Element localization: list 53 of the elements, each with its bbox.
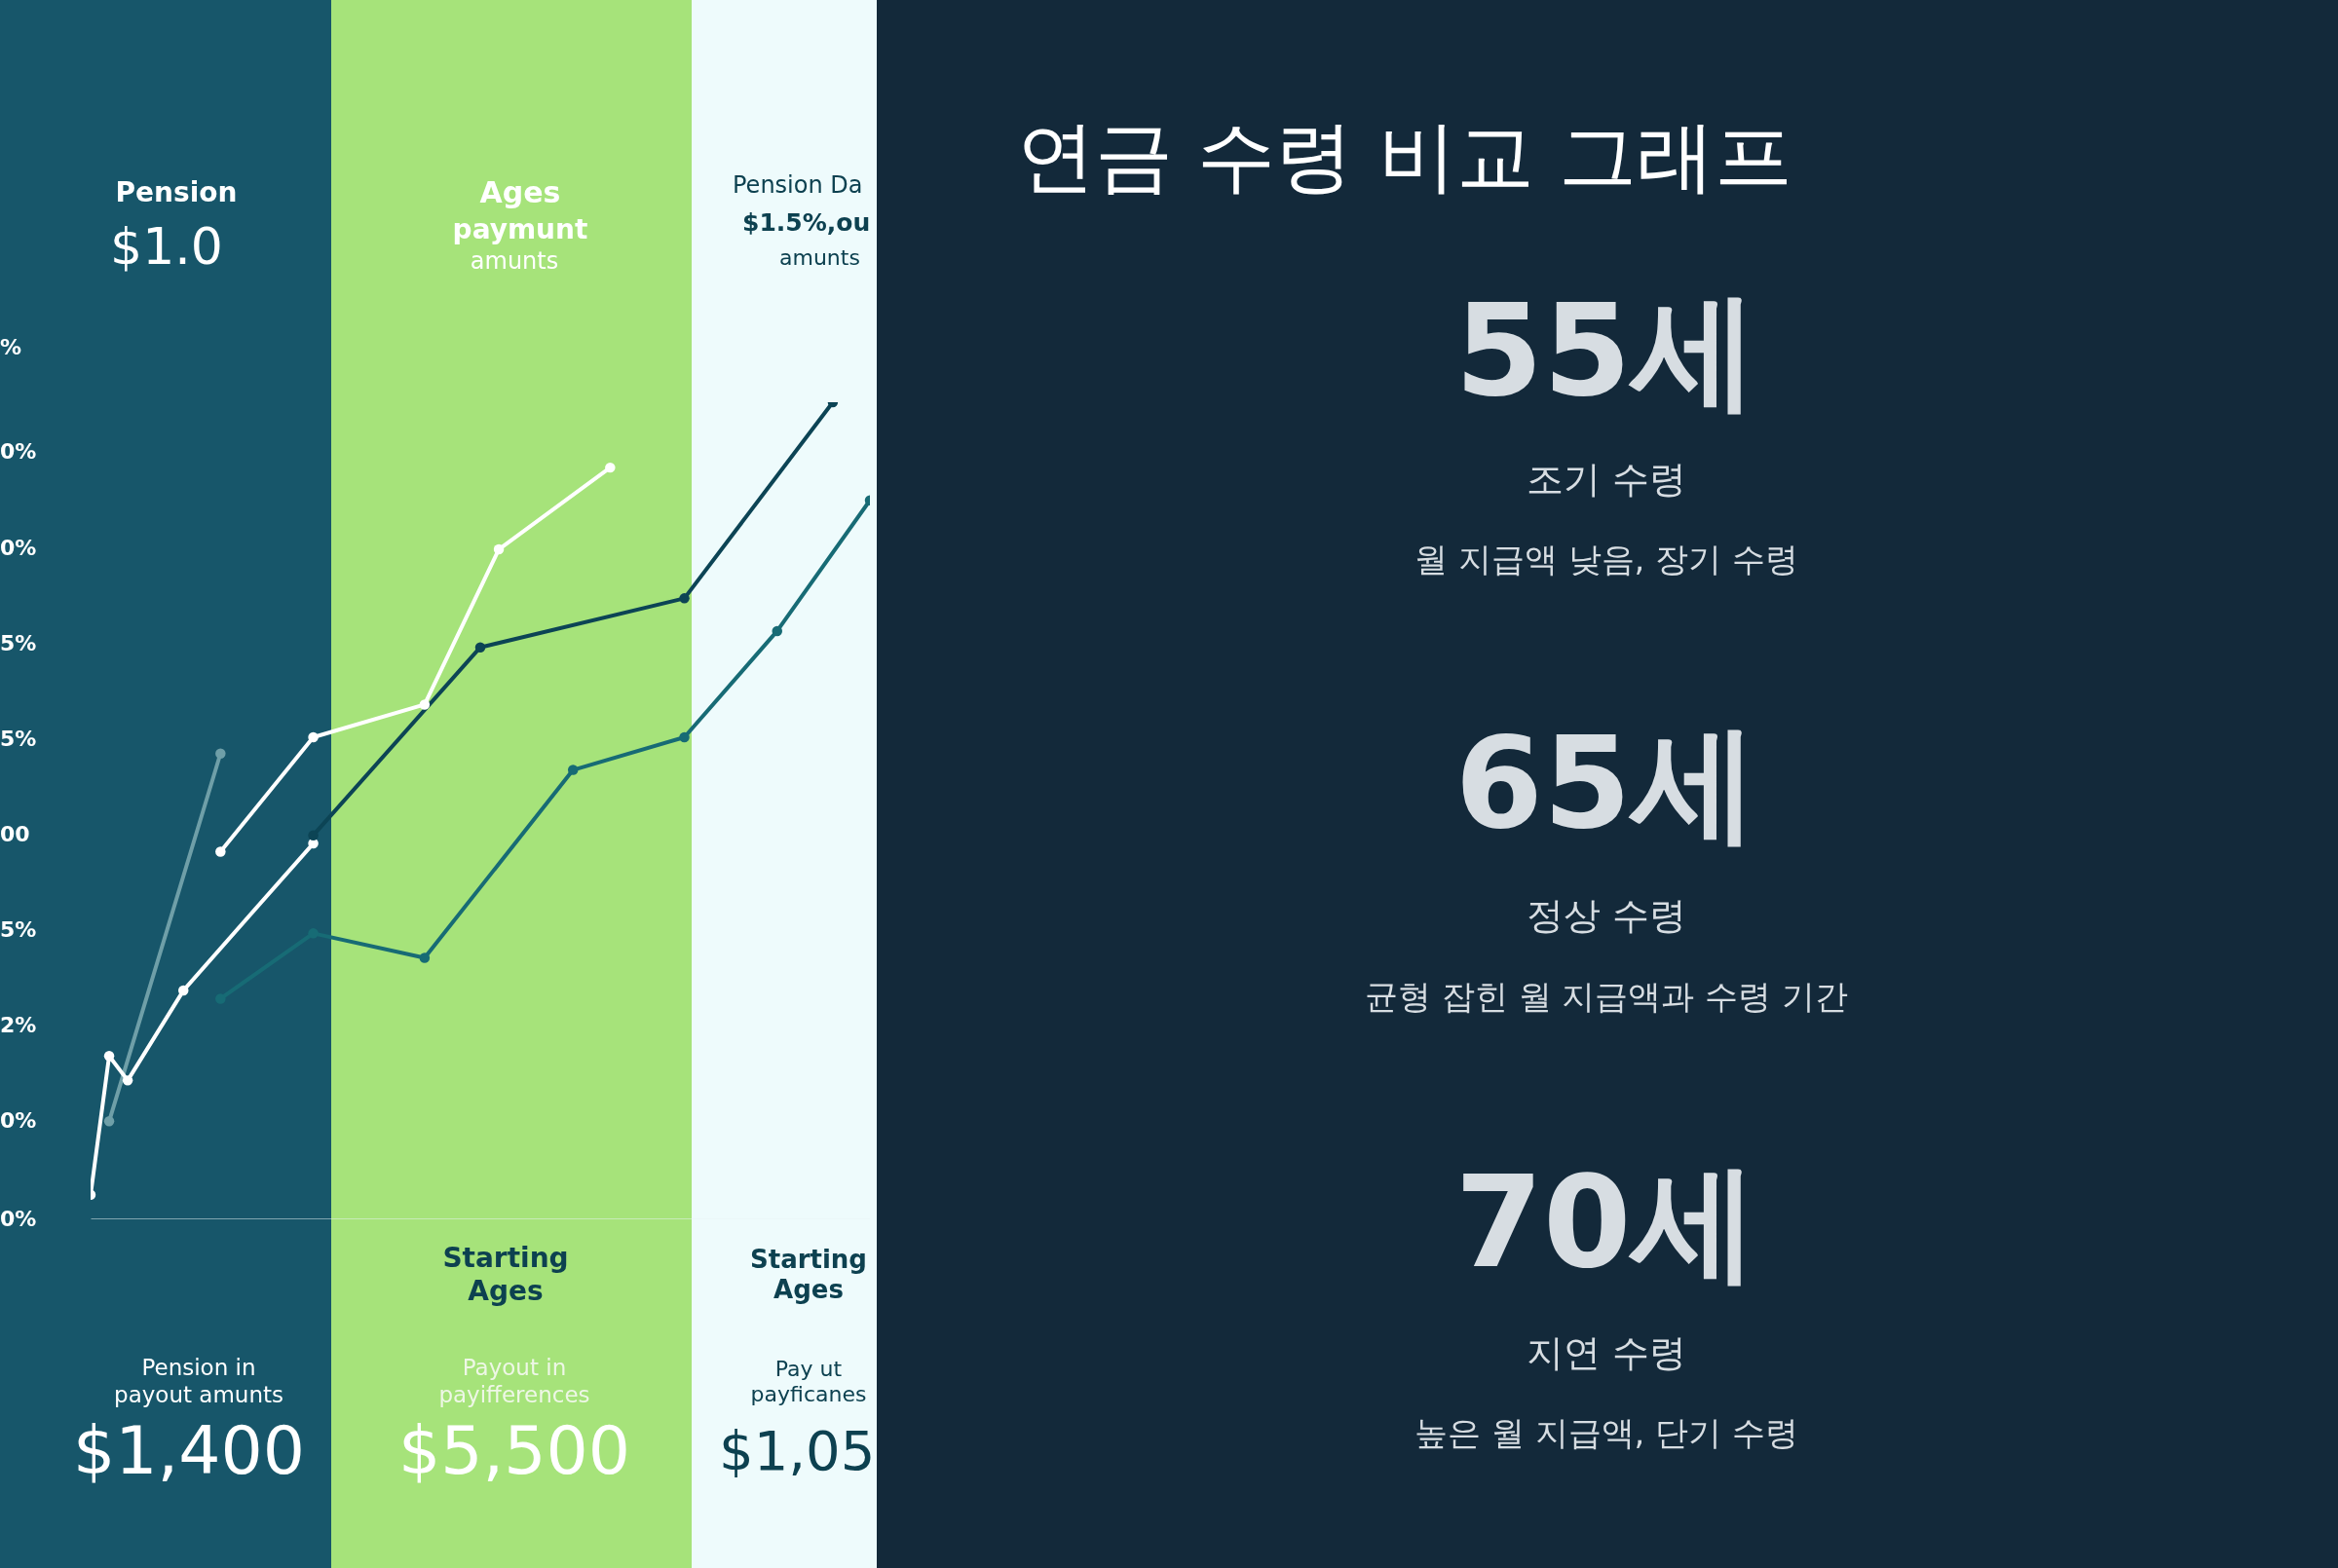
point — [215, 846, 226, 857]
point — [567, 765, 579, 775]
text: 5% — [0, 726, 37, 753]
text: 0% — [0, 438, 37, 466]
text: 00 — [0, 821, 30, 848]
point — [679, 731, 690, 743]
text: Ages — [479, 175, 561, 210]
text: $1,400 — [73, 1411, 305, 1491]
text: Pension Da — [733, 170, 863, 200]
point — [605, 462, 616, 473]
text: 0% — [0, 1107, 37, 1135]
text: Pay ut payficanes — [749, 1356, 868, 1408]
text: amunts — [470, 246, 559, 276]
point — [308, 731, 319, 743]
text: Starting Ages — [441, 1242, 570, 1308]
text: 65세 — [1454, 708, 1758, 859]
point — [177, 985, 189, 996]
text: 55세 — [1454, 276, 1758, 427]
text: amunts — [779, 244, 860, 272]
text: $1,05 — [719, 1418, 876, 1484]
point — [308, 830, 319, 840]
point — [122, 1075, 133, 1086]
text: 0% — [0, 535, 37, 562]
text: Pension — [115, 176, 238, 209]
text: 균형 잡힌 월 지급액과 수령 기간 — [1364, 976, 1849, 1017]
text: 지연 수령 — [1526, 1331, 1687, 1376]
text: 70세 — [1454, 1147, 1758, 1298]
text: 5% — [0, 916, 37, 944]
text: Starting Ages — [749, 1244, 868, 1306]
text: Payout in payifferences — [437, 1355, 591, 1409]
text: 정상 수령 — [1526, 894, 1687, 939]
point — [419, 699, 431, 710]
text: paymunt — [452, 213, 588, 246]
text: 높은 월 지급액, 단기 수령 — [1414, 1412, 1799, 1453]
point — [679, 593, 690, 604]
text: 조기 수령 — [1526, 458, 1687, 503]
text: $5,500 — [398, 1411, 630, 1491]
text: $1.0 — [110, 215, 223, 278]
text: Pension in payout amunts — [113, 1355, 284, 1409]
point — [103, 1116, 115, 1127]
point — [215, 748, 226, 759]
point — [474, 642, 486, 653]
text: 0% — [0, 1206, 37, 1233]
point — [772, 625, 783, 637]
point — [493, 543, 505, 555]
text: 연금 수령 비교 그래프 — [1016, 110, 1793, 204]
point — [419, 952, 431, 963]
point — [103, 1050, 115, 1062]
text: $1.5%,ou — [742, 208, 871, 238]
text: 5% — [0, 630, 37, 657]
text: 2% — [0, 1012, 37, 1039]
text: % — [0, 334, 22, 361]
text: 월 지급액 낮음, 장기 수령 — [1414, 539, 1799, 579]
